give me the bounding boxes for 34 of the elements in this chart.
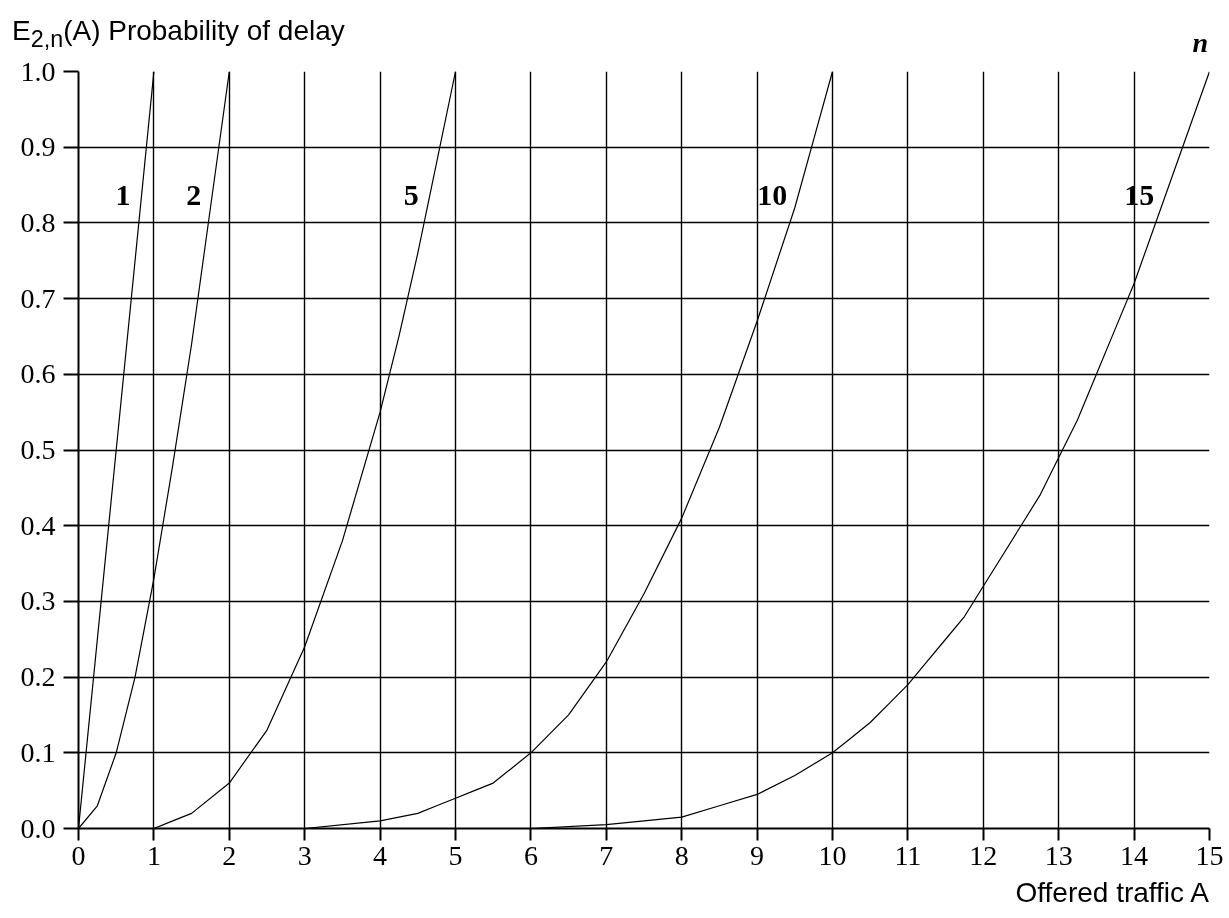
x-tick-label: 7 [599,839,614,871]
y-tick-label: 0.5 [20,434,56,465]
x-tick-label: 14 [1120,839,1149,871]
y-tick-label: 0.4 [20,509,56,541]
x-tick-label: 11 [894,839,922,871]
series-label: 2 [186,178,202,212]
x-tick-label: 5 [448,839,463,871]
x-tick-label: 1 [146,839,161,871]
series-label: 10 [757,178,788,212]
y-tick-label: 0.8 [20,206,56,238]
y-tick-label: 1.0 [20,55,56,87]
legend-title: n [1192,27,1208,58]
x-tick-label: 0 [71,839,86,871]
x-tick-label: 3 [297,839,312,871]
x-axis-title: Offered traffic A [1015,877,1209,908]
y-tick-label: 0.6 [20,358,56,390]
x-tick-label: 2 [222,839,237,871]
x-tick-label: 4 [373,839,388,871]
series-label: 5 [403,178,419,212]
y-tick-label: 0.2 [20,661,56,693]
series-label: 1 [115,178,131,212]
x-tick-label: 10 [818,839,847,871]
x-tick-label: 8 [674,839,689,871]
y-tick-label: 0.3 [20,585,56,617]
x-tick-label: 12 [969,839,998,871]
y-tick-label: 0.1 [20,736,56,768]
y-axis-title: E$_{2,n}$(A) Probability of delay [12,15,345,52]
y-tick-label: 0.9 [20,131,56,163]
x-tick-label: 15 [1195,839,1224,871]
y-tick-label: 0.0 [20,812,56,844]
y-tick-label: 0.7 [20,282,56,314]
x-tick-label: 6 [523,839,538,871]
x-tick-label: 9 [750,839,765,871]
x-tick-label: 13 [1044,839,1073,871]
